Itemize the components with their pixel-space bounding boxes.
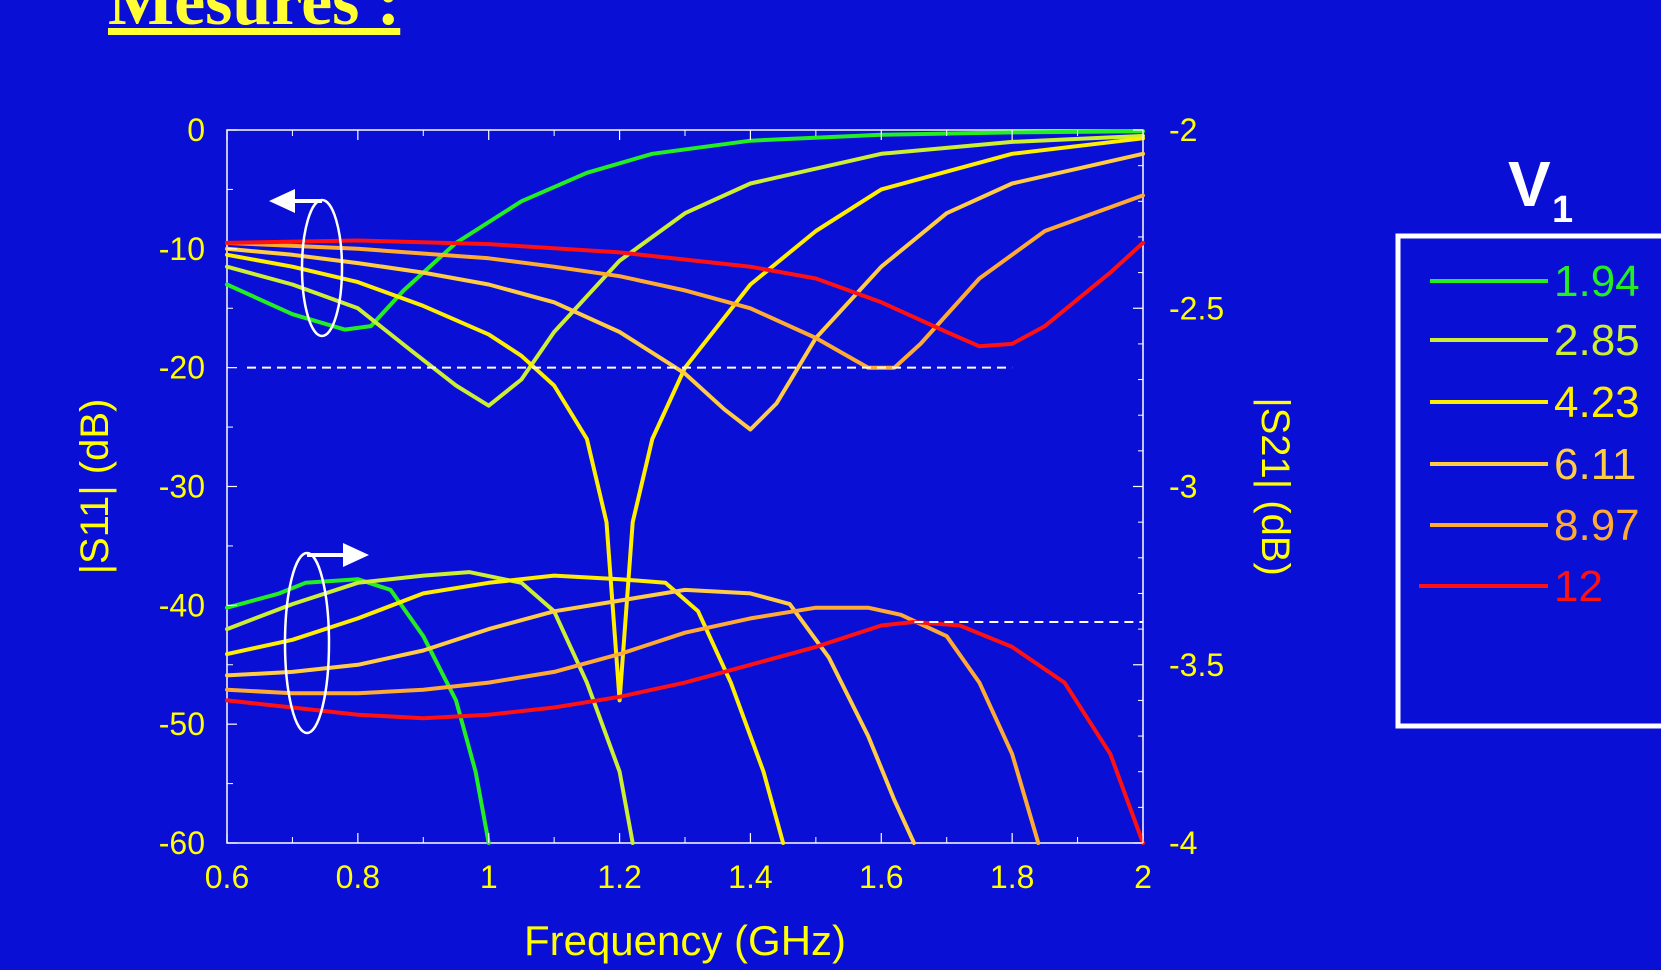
legend-box xyxy=(1395,233,1661,729)
y-right-tick-label: -2.5 xyxy=(1169,290,1224,326)
x-axis-label: Frequency (GHz) xyxy=(524,917,846,964)
y-left-axis-label: |S11| (dB) xyxy=(73,399,117,575)
series-line-s11 xyxy=(225,129,1145,332)
series-line-s21 xyxy=(225,573,786,845)
axes: 0.6 0.8 1 1.2 1.4 1.6 1.8 2 0 -10 -20 -30 -40 -50 -60 -… xyxy=(73,112,1297,964)
y-left-tick-label: -20 xyxy=(159,350,205,386)
series-line-s21 xyxy=(225,605,1041,845)
x-tick-label: 1.4 xyxy=(728,859,772,895)
x-tick-label: 1.8 xyxy=(990,859,1034,895)
legend-label: 1.94 xyxy=(1554,257,1640,306)
y-left-tick-label: -40 xyxy=(159,587,205,623)
legend-label: 8.97 xyxy=(1554,501,1640,550)
y-right-tick-label: -3.5 xyxy=(1169,647,1224,683)
series-line-s11 xyxy=(225,133,1145,408)
series-line-s11 xyxy=(225,151,1145,432)
legend-label: 12 xyxy=(1554,562,1603,611)
legend-label: 6.11 xyxy=(1554,440,1636,489)
x-tick-label: 1.2 xyxy=(597,859,641,895)
x-tick-label: 0.8 xyxy=(336,859,380,895)
series-line-s11 xyxy=(225,238,1145,349)
x-tick-label: 1 xyxy=(480,859,498,895)
y-right-tick-label: -2 xyxy=(1169,112,1197,148)
legend: V 1 1.94 2.85 4.23 6.11 8.97 12 xyxy=(1395,148,1661,729)
series-line-s21 xyxy=(225,587,916,845)
x-tick-label: 1.6 xyxy=(859,859,903,895)
group-ellipse-s21 xyxy=(283,551,331,735)
y-right-tick-label: -4 xyxy=(1169,825,1197,861)
annotations xyxy=(247,189,1143,735)
y-left-tick-label: -60 xyxy=(159,825,205,861)
y-left-tick-label: -10 xyxy=(159,231,205,267)
legend-label: 4.23 xyxy=(1554,378,1640,427)
y-left-tick-label: 0 xyxy=(187,112,205,148)
arrow-left-head xyxy=(269,189,295,213)
x-tick-label: 0.6 xyxy=(205,859,249,895)
y-right-axis-label: |S21| (dB) xyxy=(1253,397,1297,576)
legend-title: V xyxy=(1508,148,1551,220)
legend-title-subscript: 1 xyxy=(1552,189,1573,231)
arrow-right-head xyxy=(343,543,369,567)
series-line-s21 xyxy=(225,620,1145,845)
y-right-tick-label: -3 xyxy=(1169,469,1197,505)
group-ellipse-s11 xyxy=(300,198,344,338)
x-tick-label: 2 xyxy=(1134,859,1152,895)
y-left-tick-label: -50 xyxy=(159,706,205,742)
series-line-s11 xyxy=(225,136,1145,703)
curves xyxy=(225,129,1145,845)
y-left-tick-label: -30 xyxy=(159,469,205,505)
legend-label: 2.85 xyxy=(1554,316,1640,365)
series-line-s11 xyxy=(225,193,1145,370)
slide-title: Mesures : xyxy=(108,0,401,40)
